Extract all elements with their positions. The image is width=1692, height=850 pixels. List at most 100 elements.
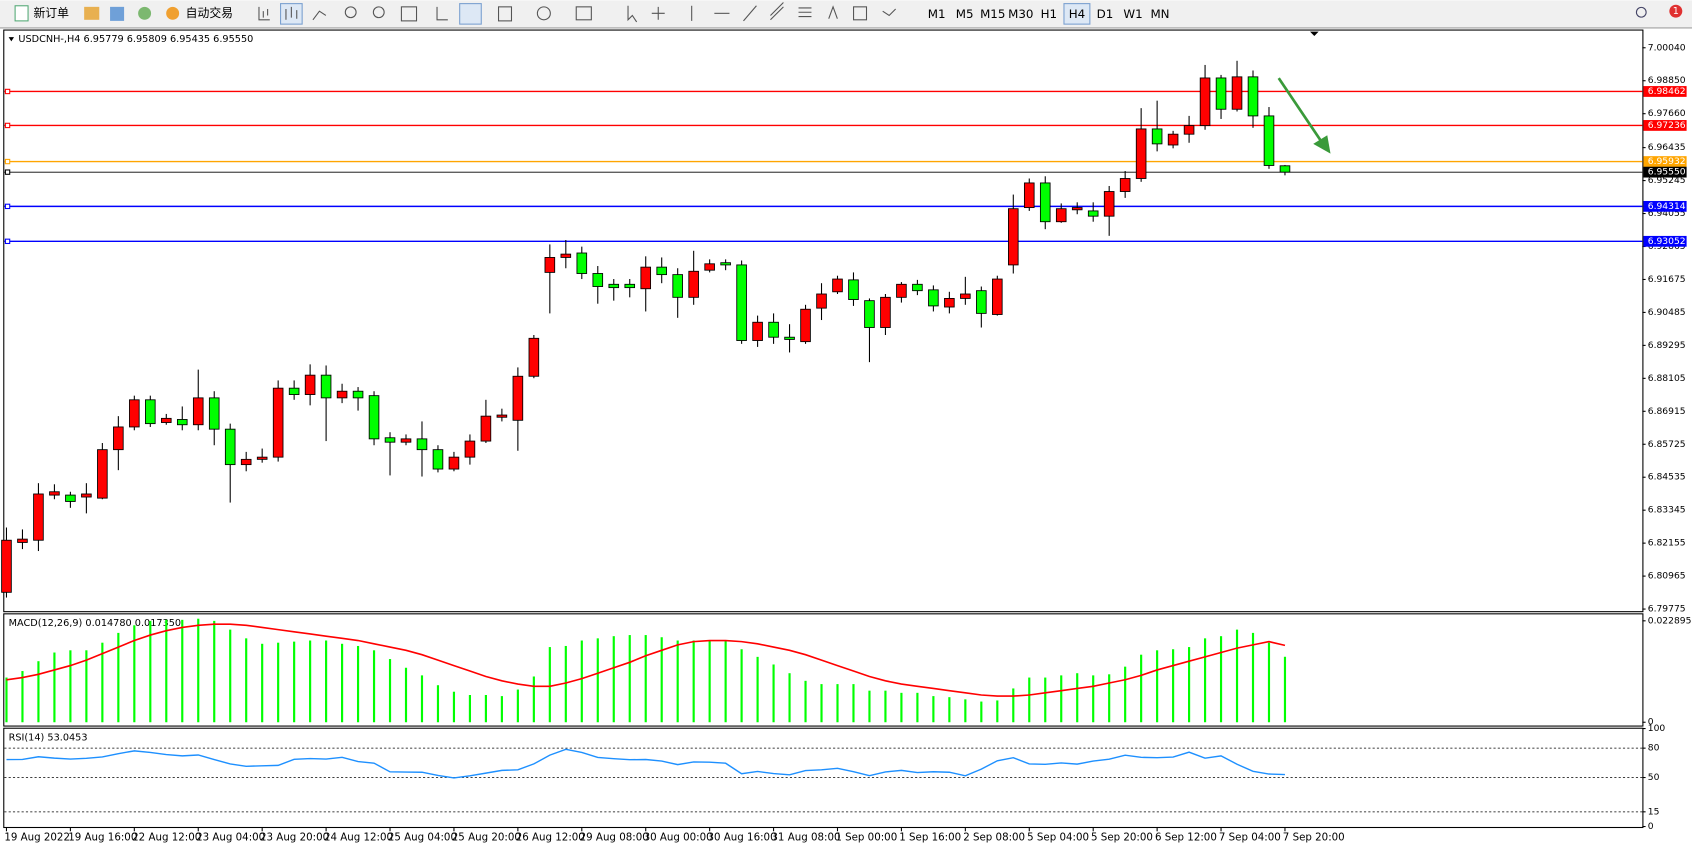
candle-body — [720, 262, 731, 266]
search-icon[interactable] — [1635, 6, 1647, 18]
button-label: 新订单 — [33, 6, 69, 20]
y-tick-label: 6.84535 — [1648, 472, 1686, 483]
icon[interactable] — [536, 6, 551, 21]
icon[interactable] — [743, 5, 757, 22]
candle-body — [784, 336, 795, 340]
candle-body — [1119, 178, 1131, 192]
candle-body — [848, 279, 859, 300]
timeframe-button[interactable]: W1 — [1123, 7, 1142, 21]
icon[interactable] — [312, 10, 327, 21]
histogram-bar — [1156, 650, 1159, 723]
timeframe-button[interactable]: M1 — [928, 7, 946, 21]
candle-body — [608, 283, 620, 289]
icon[interactable] — [372, 6, 385, 19]
y-tick-label: 0 — [1648, 717, 1654, 728]
histogram-bar — [1060, 675, 1063, 723]
price-label: 6.97236 — [1648, 120, 1686, 131]
y-tick-label: 7.00040 — [1648, 42, 1686, 53]
timeframe-button[interactable]: M5 — [956, 7, 974, 21]
y-tick-label: 6.95245 — [1648, 175, 1686, 186]
histogram-bar — [452, 691, 456, 723]
icon[interactable] — [258, 6, 270, 21]
price-label: 6.94314 — [1648, 201, 1686, 212]
timeframe-button[interactable]: M15 — [980, 7, 1005, 21]
histogram-bar — [21, 671, 24, 723]
candle-body — [256, 456, 268, 460]
candle-body — [688, 270, 699, 298]
icon[interactable] — [828, 5, 838, 19]
icon[interactable] — [138, 6, 152, 20]
icon[interactable] — [882, 8, 897, 17]
histogram-bar — [1092, 675, 1095, 723]
candle-body — [1, 539, 12, 593]
auto-trading-button[interactable]: 自动交易 — [166, 6, 233, 20]
candle-body — [1215, 77, 1227, 110]
histogram-bar — [500, 696, 503, 723]
icon[interactable] — [344, 6, 357, 19]
x-tick-label: 6 Sep 12:00 — [1155, 832, 1217, 844]
histogram-bar — [229, 629, 232, 723]
candle-body — [192, 397, 204, 426]
timeframe-bar: M1 M5 M15 M30 H1 H4 D1 W1 MN — [928, 3, 1170, 25]
y-tick-label: 6.85725 — [1648, 439, 1686, 450]
candle-body — [129, 399, 140, 428]
new-order-button[interactable]: 新订单 — [14, 5, 69, 22]
x-tick-label: 23 Aug 20:00 — [260, 832, 329, 844]
timeframe-button[interactable]: M30 — [1008, 7, 1033, 21]
histogram-bar — [1283, 656, 1287, 723]
candle-body — [1279, 165, 1291, 173]
price-label-box — [1643, 166, 1687, 178]
histogram-bar — [1203, 638, 1207, 723]
notification-count: 1 — [1673, 6, 1679, 17]
icon[interactable] — [497, 6, 513, 22]
histogram-bar — [1267, 642, 1271, 723]
candle-body — [896, 283, 907, 298]
icon[interactable] — [853, 6, 868, 21]
histogram-bar — [948, 697, 951, 723]
y-tick-label: 6.83345 — [1648, 505, 1686, 516]
line-anchor — [4, 122, 11, 129]
timeframe-button[interactable]: H4 — [1069, 7, 1085, 21]
x-tick-label: 22 Aug 12:00 — [132, 832, 201, 844]
candle-body — [496, 414, 508, 418]
histogram-bar — [245, 638, 248, 723]
indicator-title: MACD(12,26,9) 0.014780 0.017350 — [9, 618, 181, 629]
candle-body — [400, 438, 412, 443]
x-tick-label: 19 Aug 16:00 — [68, 832, 137, 844]
histogram-bar — [53, 652, 56, 723]
histogram-bar — [852, 684, 855, 723]
timeframe-button[interactable]: MN — [1150, 7, 1169, 21]
candle-body — [65, 494, 76, 502]
histogram-bar — [309, 640, 312, 723]
icon[interactable] — [627, 5, 638, 23]
notification-badge[interactable] — [1669, 4, 1683, 18]
y-tick-label: 6.91675 — [1648, 274, 1686, 285]
candle-body — [1008, 208, 1019, 266]
x-tick-label: 29 Aug 08:00 — [580, 832, 649, 844]
histogram-bar — [5, 677, 8, 723]
timeframe-button[interactable]: D1 — [1097, 7, 1114, 21]
icon[interactable] — [651, 6, 665, 20]
toolbar-buttons: 新订单 自动交易 — [14, 2, 1683, 25]
candle-body — [33, 493, 44, 541]
icon[interactable] — [770, 2, 784, 21]
histogram-bar — [548, 647, 551, 723]
histogram-bar — [1108, 674, 1111, 723]
histogram-bar — [1172, 649, 1175, 723]
icon[interactable] — [798, 7, 812, 18]
icon[interactable] — [459, 3, 482, 25]
macd-panel — [3, 613, 1644, 727]
histogram-bar — [596, 638, 599, 723]
x-tick-label: 30 Aug 16:00 — [707, 832, 776, 844]
icon[interactable] — [436, 6, 448, 21]
icon[interactable] — [110, 6, 125, 21]
timeframe-button[interactable]: H1 — [1041, 7, 1057, 21]
icon[interactable] — [400, 6, 418, 22]
histogram-bar — [660, 637, 663, 723]
icon[interactable] — [285, 6, 298, 20]
icon[interactable] — [84, 6, 100, 20]
candle-body — [81, 493, 92, 498]
icon[interactable] — [575, 6, 592, 21]
candle-body — [113, 426, 124, 451]
